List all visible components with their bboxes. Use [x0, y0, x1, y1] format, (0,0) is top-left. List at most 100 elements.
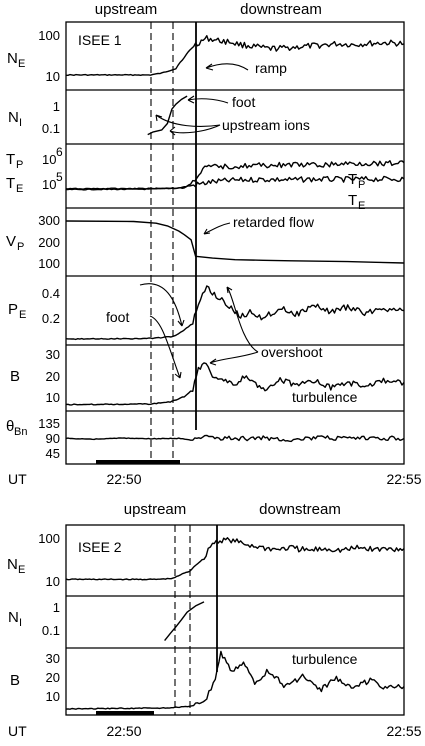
isee2-ne-ylabel: N E	[7, 556, 25, 576]
isee2-ne-tick: 100	[38, 531, 60, 546]
svg-text:P: P	[358, 179, 365, 191]
isee1-vp-tick: 100	[38, 256, 60, 271]
isee1-pe-trace	[65, 285, 405, 341]
isee1-title: ISEE 1	[78, 32, 122, 48]
isee2-ni-tick: 1	[53, 600, 60, 615]
isee1-pe-tick: 0.2	[42, 311, 60, 326]
isee1-te-trace	[65, 175, 405, 191]
isee2-time-tick: 22:50	[106, 723, 141, 739]
isee1-figure: upstream downstream ISEE 1 N E N I T P T…	[6, 1, 422, 487]
isee1-turbulence-annotation: turbulence	[292, 389, 358, 405]
isee1-upstream-label: upstream	[95, 1, 158, 18]
isee1-theta-trace	[65, 434, 405, 443]
isee2-ni-ylabel-sub: I	[19, 617, 22, 629]
isee1-ne-tick: 100	[38, 28, 60, 43]
isee1-ni-ylabel-main: N	[8, 109, 19, 126]
isee2-turbulence-annotation: turbulence	[292, 651, 358, 667]
isee1-foot-arrow	[139, 283, 185, 327]
isee2-b-tick: 10	[46, 689, 60, 704]
isee1-b-ylabel: B	[10, 368, 20, 385]
isee2-b-trace	[65, 650, 405, 710]
svg-text:T: T	[348, 192, 357, 209]
isee1-vp-trace	[65, 220, 405, 264]
isee1-overshoot-arrow	[209, 351, 259, 366]
isee1-downstream-label: downstream	[240, 1, 322, 18]
isee2-b-ylabel: B	[10, 672, 20, 689]
isee1-pe-ylabel-main: P	[8, 301, 18, 318]
svg-text:5: 5	[56, 170, 63, 184]
isee1-ne-ylabel-sub: E	[18, 58, 25, 70]
isee2-figure: upstream downstream ISEE 2 N E N I B 100…	[7, 501, 422, 739]
isee1-vp-ylabel-main: V	[6, 233, 16, 250]
isee1-tp-ylabel: T P T E	[6, 151, 23, 195]
isee1-te-ylabel-sub: E	[16, 183, 23, 195]
isee1-pe-ylabel: P E	[8, 301, 26, 321]
isee2-ne-trace	[65, 537, 405, 581]
isee2-ne-ylabel-sub: E	[18, 564, 25, 576]
isee1-pe-ylabel-sub: E	[19, 309, 26, 321]
isee1-theta-tick: 135	[38, 416, 60, 431]
isee1-tp-ylabel-main: T	[6, 151, 15, 168]
svg-text:10: 10	[42, 152, 56, 167]
isee1-ni-ylabel-sub: I	[19, 117, 22, 129]
isee2-b-tick: 30	[46, 651, 60, 666]
isee1-retarded-flow-arrow	[203, 222, 231, 235]
isee2-ni-tick: 0.1	[42, 623, 60, 638]
isee1-ramp-arrow	[205, 63, 249, 71]
isee2-title: ISEE 2	[78, 539, 122, 555]
isee2-ni-ylabel-main: N	[8, 609, 19, 626]
isee1-theta-tick: 45	[46, 446, 60, 461]
svg-text:T: T	[348, 171, 357, 188]
isee1-time-tick: 22:55	[386, 471, 421, 487]
isee2-ut-label: UT	[8, 723, 27, 739]
isee1-theta-ylabel: θ Bn	[6, 418, 27, 438]
isee2-time-tick: 22:55	[386, 723, 421, 739]
svg-text:10: 10	[42, 177, 56, 192]
isee2-ni-trace	[164, 601, 205, 642]
isee1-ni-tick: 0.1	[42, 121, 60, 136]
isee1-overshoot-arrow	[226, 286, 259, 353]
isee2-downstream-label: downstream	[259, 501, 341, 518]
isee1-ni-trace	[147, 95, 188, 136]
isee1-tp-tick-1e5: 10 5	[42, 170, 63, 192]
isee1-time-bar	[96, 460, 180, 464]
isee1-ne-tick: 10	[46, 69, 60, 84]
isee1-foot-arrow	[187, 95, 229, 104]
isee1-ni-tick: 1	[53, 99, 60, 114]
isee1-foot-arrow	[149, 315, 182, 379]
svg-text:6: 6	[56, 145, 63, 159]
isee1-b-tick: 10	[46, 390, 60, 405]
isee1-vp-tick: 200	[38, 235, 60, 250]
isee1-ni-ylabel: N I	[8, 109, 22, 129]
isee2-ne-ylabel-main: N	[7, 556, 18, 573]
isee1-tp-ylabel-sub: P	[16, 159, 23, 171]
isee2-plot-frame	[65, 524, 405, 716]
isee1-overshoot-annotation: overshoot	[261, 344, 323, 360]
svg-text:E: E	[358, 200, 365, 212]
isee2-b-tick: 20	[46, 670, 60, 685]
isee1-ne-ylabel-main: N	[7, 50, 18, 67]
isee1-ramp-annotation: ramp	[255, 60, 287, 76]
isee1-upstream-ions-annotation: upstream ions	[222, 117, 310, 133]
isee2-ne-tick: 10	[46, 574, 60, 589]
isee1-pe-tick: 0.4	[42, 286, 60, 301]
isee1-te-ylabel-main: T	[6, 175, 15, 192]
isee2-ni-ylabel: N I	[8, 609, 22, 629]
isee1-time-tick: 22:50	[106, 471, 141, 487]
isee1-ut-label: UT	[8, 471, 27, 487]
isee1-b-tick: 20	[46, 369, 60, 384]
isee2-time-bar	[96, 711, 154, 715]
isee1-retarded-flow-annotation: retarded flow	[233, 214, 315, 230]
isee1-upstream-ions-arrow	[169, 124, 221, 136]
isee1-vp-tick: 300	[38, 213, 60, 228]
isee1-foot-annotation-pe: foot	[106, 309, 129, 325]
isee1-theta-ylabel-main: θ	[6, 418, 14, 435]
isee1-ne-ylabel: N E	[7, 50, 25, 70]
isee1-foot-annotation: foot	[232, 94, 255, 110]
isee1-upstream-ions-arrow	[155, 114, 221, 127]
isee1-plot-frame	[65, 21, 405, 465]
isee1-vp-ylabel: V P	[6, 233, 24, 253]
